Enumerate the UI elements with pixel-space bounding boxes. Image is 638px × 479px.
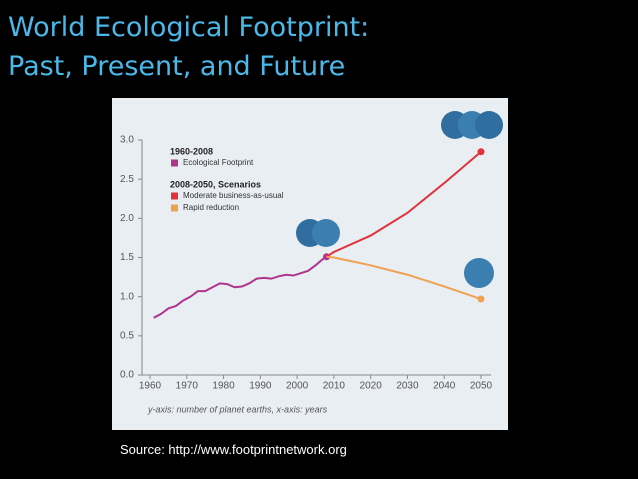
legend-label: Ecological Footprint — [183, 158, 254, 167]
x-tick-label: 2030 — [396, 381, 419, 392]
legend-swatch — [171, 204, 178, 212]
y-tick-label: 3.0 — [120, 135, 134, 146]
end-point — [477, 295, 485, 303]
y-tick-label: 0.5 — [120, 330, 134, 341]
x-tick-label: 2010 — [323, 381, 346, 392]
slide-title: World Ecological Footprint: Past, Presen… — [8, 8, 369, 86]
x-tick-label: 2050 — [470, 381, 493, 392]
axis-note: y-axis: number of planet earths, x-axis:… — [147, 404, 328, 414]
series-line — [325, 150, 482, 258]
y-tick-label: 1.5 — [120, 252, 134, 263]
x-tick-label: 1990 — [249, 381, 272, 392]
globe-decorations — [296, 111, 503, 288]
legend-heading: 2008-2050, Scenarios — [170, 179, 261, 189]
legend-heading: 1960-2008 — [170, 146, 213, 156]
series-line — [326, 255, 482, 300]
legend-swatch — [171, 192, 178, 200]
legend-label: Rapid reduction — [183, 203, 239, 212]
x-tick-label: 2040 — [433, 381, 456, 392]
series-line — [153, 255, 328, 319]
x-tick-label: 1980 — [212, 381, 235, 392]
globe — [312, 219, 340, 247]
y-tick-label: 2.5 — [120, 174, 134, 185]
end-point — [477, 148, 485, 156]
x-tick-label: 1960 — [139, 381, 162, 392]
y-tick-label: 1.0 — [120, 291, 134, 302]
y-tick-label: 0.0 — [120, 370, 134, 381]
x-tick-label: 2020 — [360, 381, 383, 392]
globe — [475, 111, 503, 139]
x-tick-label: 1970 — [176, 381, 199, 392]
title-line: World Ecological Footprint: — [8, 12, 370, 43]
x-tick-label: 2000 — [286, 381, 309, 392]
globe — [464, 258, 494, 288]
legend-label: Moderate business-as-usual — [183, 191, 284, 200]
legend-swatch — [171, 159, 178, 167]
title-line: Past, Present, and Future — [8, 51, 346, 82]
source-note: Source: http://www.footprintnetwork.org — [120, 442, 347, 457]
y-tick-label: 2.0 — [120, 213, 134, 224]
